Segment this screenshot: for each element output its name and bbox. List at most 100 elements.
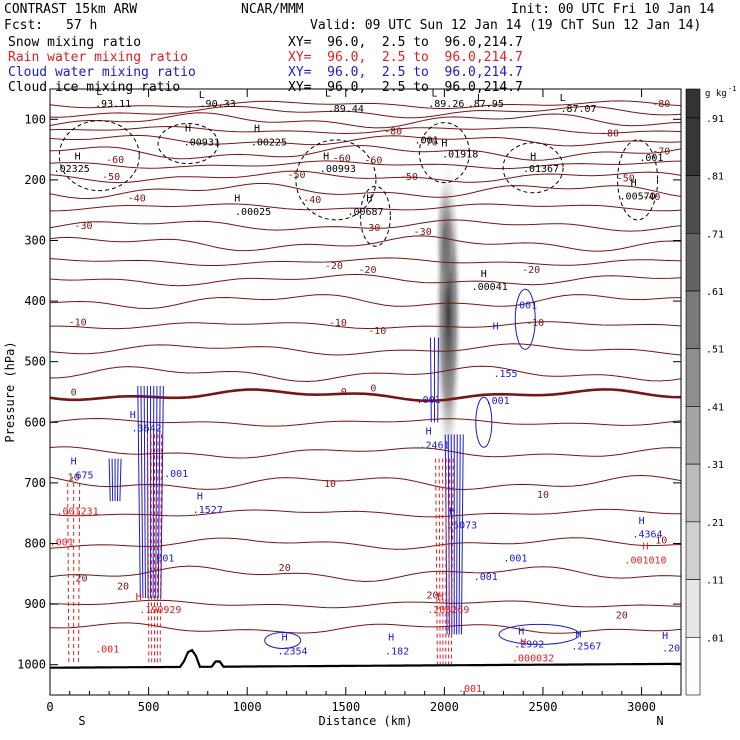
- rain-contour: [448, 458, 451, 665]
- x-tick-label: 0: [46, 700, 53, 714]
- y-tick-label: 600: [24, 415, 46, 429]
- rain-label: .190929: [139, 605, 181, 616]
- isotherm-label: 10: [537, 490, 549, 501]
- field-xy-rain: XY= 96.0, 2.5 to 96.0,214.7: [288, 50, 523, 65]
- isotherm-line: [50, 125, 681, 135]
- freezing-level-line: [50, 388, 681, 403]
- cloud-water-contour: [152, 385, 155, 599]
- cloud-water-contour: [111, 458, 114, 502]
- isotherm-label: -80: [652, 99, 670, 110]
- snow-label: .001: [415, 136, 439, 147]
- cloud-water-label: .001: [513, 300, 537, 311]
- colorbar-segment: [685, 117, 701, 176]
- cloud-water-label: .001: [503, 554, 527, 565]
- isotherm-label: -50: [617, 174, 635, 185]
- isotherm-label: -50: [400, 172, 418, 183]
- snow-label: H: [185, 123, 191, 134]
- snow-label: H: [631, 178, 637, 189]
- x-end-label-south: S: [78, 714, 85, 728]
- isotherm-line: [50, 100, 681, 110]
- isotherm-label: 0: [370, 383, 376, 394]
- isotherm-line: [50, 294, 681, 310]
- cloud-water-label: H: [197, 491, 203, 502]
- y-tick-label: 100: [24, 112, 46, 126]
- isotherm-label: -30: [74, 221, 92, 232]
- y-tick-label: 500: [24, 355, 46, 369]
- cloud-water-contour: [456, 434, 458, 635]
- x-axis-title: Distance (km): [319, 714, 413, 728]
- y-tick-label: 1000: [17, 658, 46, 672]
- snow-contour: [157, 123, 219, 165]
- isotherm-label: -40: [128, 194, 146, 205]
- model-title: CONTRAST 15km ARW: [4, 2, 138, 17]
- snow-label: L: [199, 90, 205, 101]
- field-xy-cloud-water: XY= 96.0, 2.5 to 96.0,214.7: [288, 65, 523, 80]
- isotherm-label: -20: [522, 265, 540, 276]
- isotherm-label: -40: [303, 195, 321, 206]
- cloud-water-contour: [514, 288, 536, 350]
- rain-contour: [77, 482, 81, 665]
- valid-time: Valid: 09 UTC Sun 12 Jan 14 (19 ChT Sun …: [310, 18, 702, 33]
- isotherm-line: [50, 446, 681, 459]
- isotherm-label: -70: [420, 137, 438, 148]
- colorbar-unit-exponent: -1: [728, 85, 736, 93]
- cloud-water-contour: [475, 396, 493, 448]
- isotherm-label: 0: [71, 388, 77, 399]
- snow-label: H: [366, 194, 372, 205]
- cloud-water-label: H: [282, 633, 288, 644]
- cloud-water-contour: [137, 385, 141, 599]
- cloud-water-label: .2992: [514, 640, 544, 651]
- isotherm-label: 20: [279, 563, 291, 574]
- snow-contour: [359, 185, 391, 247]
- colorbar-label: .21: [706, 518, 724, 529]
- cloud-water-label: H: [493, 322, 499, 333]
- colorbar-label: .91: [706, 114, 724, 125]
- field-xy-cloud-ice: XY= 96.0, 2.5 to 96.0,214.7: [288, 80, 523, 95]
- center-label: NCAR/MMM: [241, 2, 304, 17]
- snow-label: H: [481, 269, 487, 280]
- isotherm-label: -50: [102, 172, 120, 183]
- cloud-water-label: .3642: [132, 423, 162, 434]
- isotherm-label: -10: [329, 318, 347, 329]
- x-tick-label: 500: [138, 700, 160, 714]
- cloud-water-label: .675: [69, 471, 93, 482]
- cloud-water-contour: [458, 434, 461, 635]
- field-name-rain: Rain water mixing ratio: [8, 50, 189, 65]
- isotherm-line: [50, 257, 681, 266]
- snow-label: .02325: [54, 164, 90, 175]
- cloud-water-label: .001: [474, 572, 498, 583]
- cloud-water-label: H: [130, 410, 136, 421]
- cloud-water-contour: [437, 337, 440, 423]
- isotherm-line: [50, 622, 681, 634]
- cloud-water-label: H: [449, 506, 455, 517]
- isotherm-line: [50, 565, 681, 583]
- y-tick-label: 200: [24, 173, 46, 187]
- snow-label: .89.26: [428, 99, 464, 110]
- cloud-water-label: H: [426, 426, 432, 437]
- snow-label: .00570: [620, 191, 656, 202]
- forecast-label: Fcst:: [4, 18, 44, 33]
- cloud-water-label: .20: [662, 643, 680, 654]
- isotherm-line: [50, 273, 681, 287]
- isotherm-line: [50, 112, 681, 129]
- snow-contour: [295, 139, 377, 221]
- snow-label: L: [325, 88, 331, 99]
- snow-label: .90.33: [200, 99, 236, 110]
- snow-label: .00687: [347, 207, 383, 218]
- isotherm-line: [50, 343, 681, 356]
- rain-contour: [435, 458, 438, 665]
- snow-shading-upper: [434, 174, 455, 295]
- colorbar-label: .01: [706, 633, 724, 644]
- snow-label: .00931: [184, 137, 220, 148]
- isotherm-label: 10: [324, 479, 336, 490]
- snow-contour: [418, 122, 470, 184]
- cloud-water-label: H: [639, 516, 645, 527]
- snow-label: H: [441, 139, 447, 150]
- x-tick-label: 2500: [529, 700, 558, 714]
- snow-label: L: [560, 93, 566, 104]
- colorbar-label: .11: [706, 576, 724, 587]
- init-time: Init: 00 UTC Fri 10 Jan 14: [511, 2, 715, 17]
- cloud-water-contour: [116, 458, 119, 502]
